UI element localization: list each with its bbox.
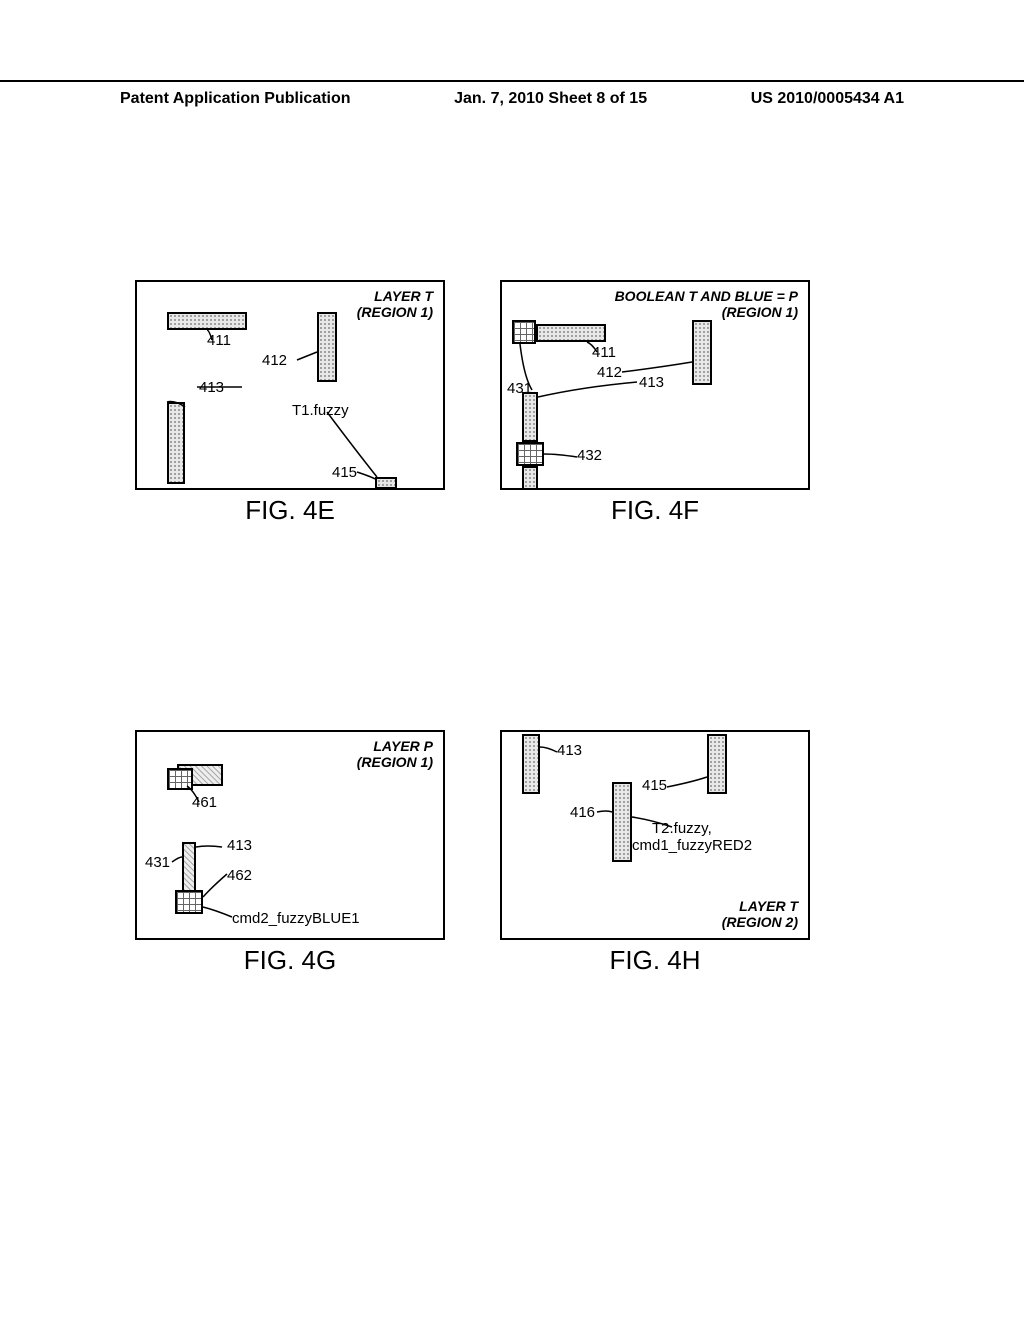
lbl-462: 462 — [227, 867, 252, 884]
lbl-cmd2: cmd2_fuzzyBLUE1 — [232, 910, 360, 927]
lbl-cmd1: cmd1_fuzzyRED2 — [632, 837, 752, 854]
lbl-413g: 413 — [227, 837, 252, 854]
lbl-t1fuzzy: T1.fuzzy — [292, 402, 349, 419]
lbl-432f: 432 — [577, 447, 602, 464]
caption-fig4e: FIG. 4E — [135, 495, 445, 526]
header-left: Patent Application Publication — [120, 90, 351, 108]
lbl-431f: 431 — [507, 380, 532, 397]
lbl-415h: 415 — [642, 777, 667, 794]
lbl-411f: 411 — [592, 344, 616, 361]
caption-fig4f: FIG. 4F — [500, 495, 810, 526]
lbl-415: 415 — [332, 464, 357, 481]
panel-fig4h: LAYER T (REGION 2) 413 415 416 T2.fuzzy,… — [500, 730, 810, 940]
panel-fig4g: LAYER P (REGION 1) 461 413 431 462 cmd2_… — [135, 730, 445, 940]
lbl-413h: 413 — [557, 742, 582, 759]
lbl-431g: 431 — [145, 854, 170, 871]
lbl-413: 413 — [199, 379, 224, 396]
lbl-413f: 413 — [639, 374, 664, 391]
caption-fig4g: FIG. 4G — [135, 945, 445, 976]
lbl-411: 411 — [207, 332, 231, 349]
lbl-412f: 412 — [597, 364, 622, 381]
page-header: Patent Application Publication Jan. 7, 2… — [0, 80, 1024, 108]
lbl-461: 461 — [192, 794, 217, 811]
caption-fig4h: FIG. 4H — [500, 945, 810, 976]
lbl-416h: 416 — [570, 804, 595, 821]
header-center: Jan. 7, 2010 Sheet 8 of 15 — [454, 90, 647, 108]
panel-fig4e: LAYER T (REGION 1) 411 412 413 T1.fuzzy … — [135, 280, 445, 490]
lbl-t2fuzzy: T2.fuzzy, — [652, 820, 712, 837]
lbl-412: 412 — [262, 352, 287, 369]
header-right: US 2010/0005434 A1 — [751, 90, 904, 108]
panel-fig4f: BOOLEAN T AND BLUE = P (REGION 1) 411 41… — [500, 280, 810, 490]
